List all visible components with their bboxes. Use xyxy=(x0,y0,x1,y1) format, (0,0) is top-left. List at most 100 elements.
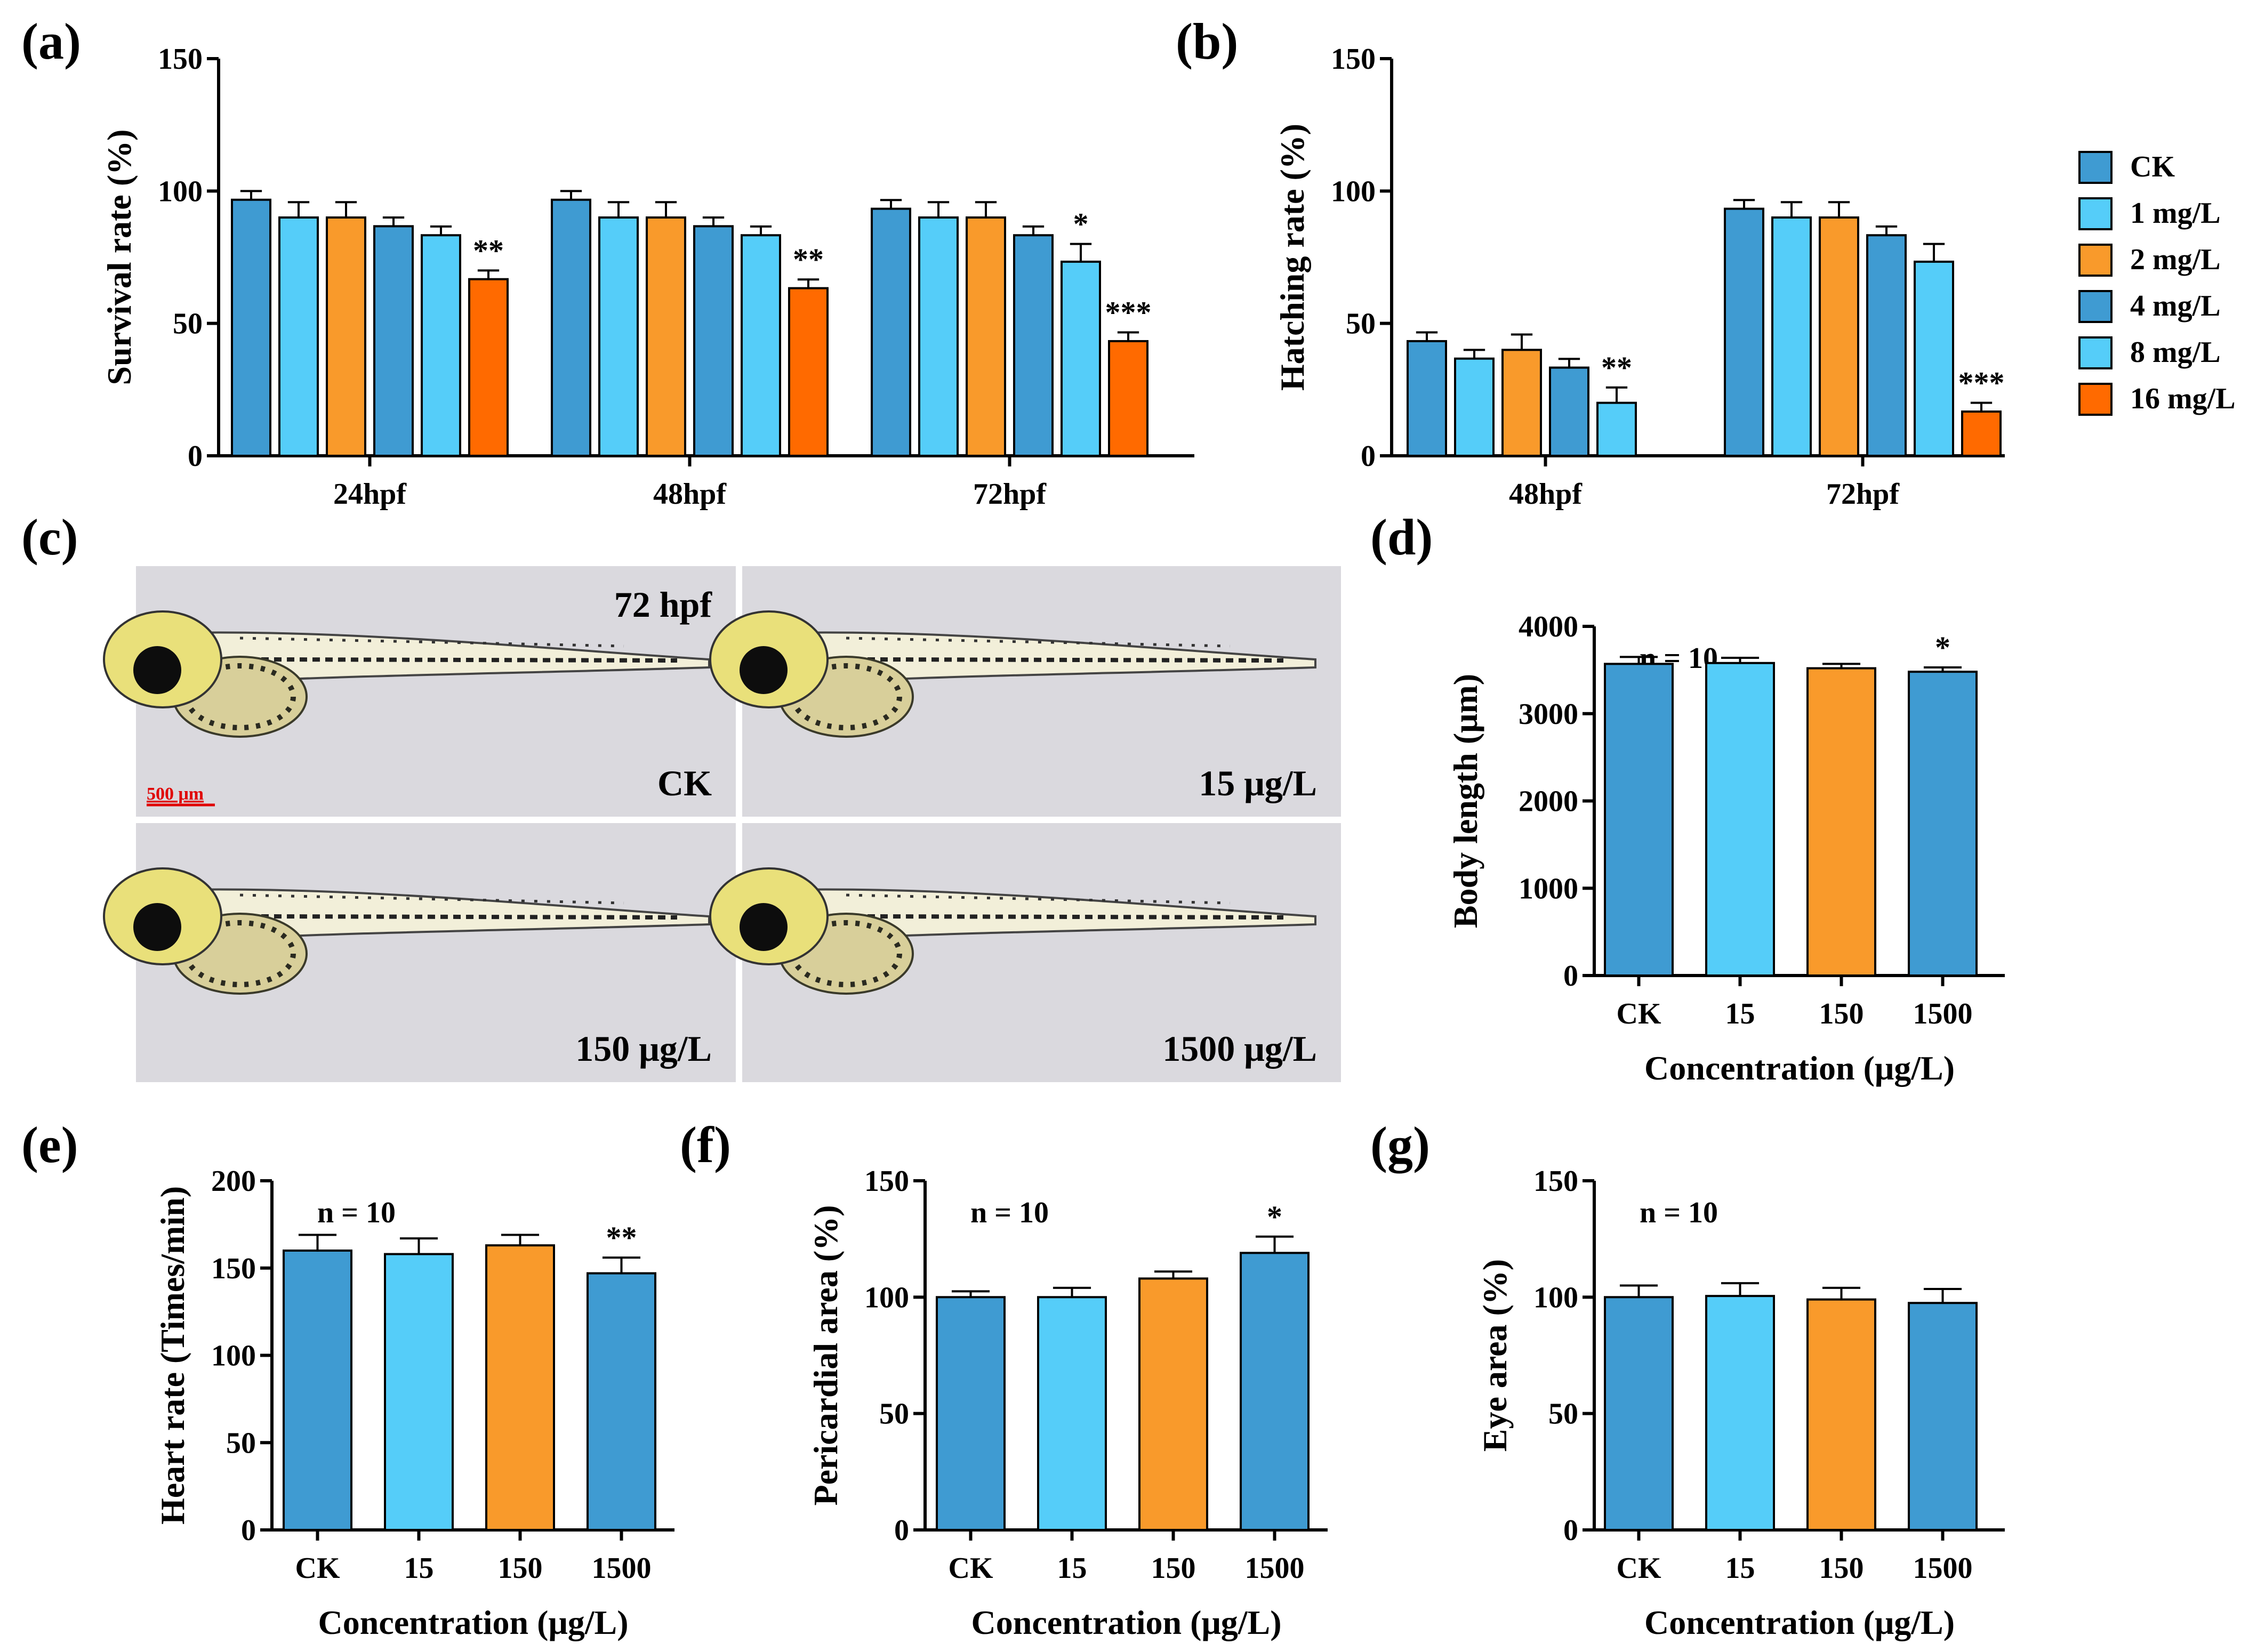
y-tick-label: 100 xyxy=(1331,175,1376,208)
bar-16 mg/L xyxy=(1108,340,1148,457)
larva-body xyxy=(790,631,1316,682)
significance-label: ** xyxy=(606,1220,637,1255)
image-label: 1500 μg/L xyxy=(1162,1028,1317,1069)
bar-4 mg/L xyxy=(1866,234,1907,457)
chart-e: (e) 0 50 100 150 200 Heart rate (Times/min) n =… xyxy=(21,1116,674,1641)
x-tick-label: CK xyxy=(949,1552,993,1585)
y-tick-label: 3000 xyxy=(1519,698,1578,731)
x-tick-label: 24hpf xyxy=(333,478,407,511)
legend-label: CK xyxy=(2130,150,2175,183)
bar-8 mg/L xyxy=(1061,260,1101,457)
legend-swatch xyxy=(2078,290,2113,323)
bar-150 xyxy=(1806,1298,1876,1531)
y-tick-label: 2000 xyxy=(1519,785,1578,818)
bar-150 xyxy=(1138,1277,1208,1531)
bar-1500 xyxy=(1240,1252,1310,1532)
y-tick-label: 0 xyxy=(1563,960,1578,993)
legend-swatch xyxy=(2078,336,2113,369)
bar-CK xyxy=(936,1296,1006,1531)
x-tick-label: 72hpf xyxy=(1826,478,1900,511)
y-axis-title: Body length (μm) xyxy=(1447,674,1484,928)
bar-8 mg/L xyxy=(421,234,461,457)
larva-yolk-spots xyxy=(184,663,296,730)
y-tick-label: 150 xyxy=(211,1252,256,1285)
legend: CK 1 mg/L 2 mg/L 4 mg/L 8 mg/L 16 mg/L xyxy=(2078,150,2236,416)
larva-pigment xyxy=(261,914,678,920)
n-label: n = 10 xyxy=(1640,1196,1718,1229)
significance-label: * xyxy=(1073,207,1089,241)
y-tick-label: 100 xyxy=(1533,1281,1578,1314)
bar-15 xyxy=(1705,1295,1775,1531)
y-tick-label: 0 xyxy=(188,440,203,473)
panel-label: (g) xyxy=(1370,1116,1430,1173)
panel-c: (c) CK 72 hpf 500 μm 15 μg/L 150 μg/L 1500 μg/… xyxy=(21,509,1341,1082)
bar-CK xyxy=(1724,207,1764,457)
legend-swatch xyxy=(2078,383,2113,416)
bar-150 xyxy=(1806,667,1876,977)
n-label: n = 10 xyxy=(970,1196,1049,1229)
bar-1 mg/L xyxy=(278,216,319,457)
y-tick-label: 0 xyxy=(241,1514,256,1547)
y-tick-label: 50 xyxy=(879,1398,909,1431)
larva-body xyxy=(790,888,1316,939)
panel-label: (b) xyxy=(1176,13,1238,70)
y-tick-label: 150 xyxy=(1331,43,1376,76)
x-tick-label: 150 xyxy=(1819,1552,1864,1585)
y-tick-label: 150 xyxy=(1533,1165,1578,1198)
x-axis-title: Concentration (μg/L) xyxy=(971,1603,1282,1641)
y-axis-title: Hatching rate (%) xyxy=(1273,124,1311,391)
bar-CK xyxy=(1604,1296,1674,1531)
y-tick-label: 1000 xyxy=(1519,872,1578,905)
bar-2 mg/L xyxy=(646,216,686,457)
larva-eye xyxy=(740,903,788,951)
larva-pigment xyxy=(261,657,678,663)
y-tick-label: 4000 xyxy=(1519,610,1578,643)
bar-1 mg/L xyxy=(918,216,959,457)
larva-yolk-spots xyxy=(790,920,902,987)
x-tick-label: 15 xyxy=(1725,997,1755,1030)
x-tick-label: 15 xyxy=(404,1552,434,1585)
n-label: n = 10 xyxy=(317,1196,396,1229)
y-axis-title: Heart rate (Times/min) xyxy=(154,1186,191,1525)
x-axis-title: Concentration (μg/L) xyxy=(1644,1049,1955,1087)
bar-4 mg/L xyxy=(693,225,734,457)
y-tick-label: 0 xyxy=(894,1514,909,1547)
significance-label: *** xyxy=(1958,366,2005,400)
bar-CK xyxy=(283,1250,352,1531)
bar-4 mg/L xyxy=(373,225,414,457)
larva-pigment xyxy=(846,893,1231,905)
bar-150 xyxy=(485,1244,555,1532)
x-axis-title: Concentration (μg/L) xyxy=(1644,1603,1955,1641)
bar-16 mg/L xyxy=(468,278,509,457)
y-axis-title: Survival rate (%) xyxy=(100,130,138,385)
y-tick-label: 50 xyxy=(1548,1398,1578,1431)
x-axis-title: Concentration (μg/L) xyxy=(318,1603,629,1641)
significance-label: ** xyxy=(1601,350,1632,385)
image-tag: 72 hpf xyxy=(614,584,713,625)
chart-a: (a) 0 50 100 150 Survival rate (%) ** 24hpf ** 48… xyxy=(21,13,1194,511)
bar-CK xyxy=(1604,663,1674,977)
y-axis-title: Eye area (%) xyxy=(1476,1259,1514,1452)
x-tick-label: 48hpf xyxy=(653,478,727,511)
bar-2 mg/L xyxy=(1819,216,1859,457)
significance-label: * xyxy=(1267,1199,1282,1234)
bar-CK xyxy=(871,207,911,457)
legend-swatch xyxy=(2078,197,2113,230)
larva-image-1: 15 μg/L xyxy=(709,566,1341,817)
y-tick-label: 0 xyxy=(1361,440,1376,473)
bar-1500 xyxy=(1908,1302,1978,1531)
y-tick-label: 100 xyxy=(211,1340,256,1373)
bar-2 mg/L xyxy=(966,216,1006,457)
scale-bar-label: 500 μm xyxy=(147,784,204,804)
y-tick-label: 100 xyxy=(864,1281,909,1314)
legend-swatch xyxy=(2078,244,2113,277)
y-axis-title: Pericardial area (%) xyxy=(807,1205,845,1506)
bar-15 xyxy=(384,1253,454,1532)
bar-8 mg/L xyxy=(1596,401,1637,457)
y-tick-label: 0 xyxy=(1563,1514,1578,1547)
chart-g: (g) 0 50 100 150 Eye area (%) n = 10 CK 15 150 150… xyxy=(1370,1116,2005,1641)
larva-pigment xyxy=(239,636,624,648)
y-tick-label: 150 xyxy=(864,1165,909,1198)
